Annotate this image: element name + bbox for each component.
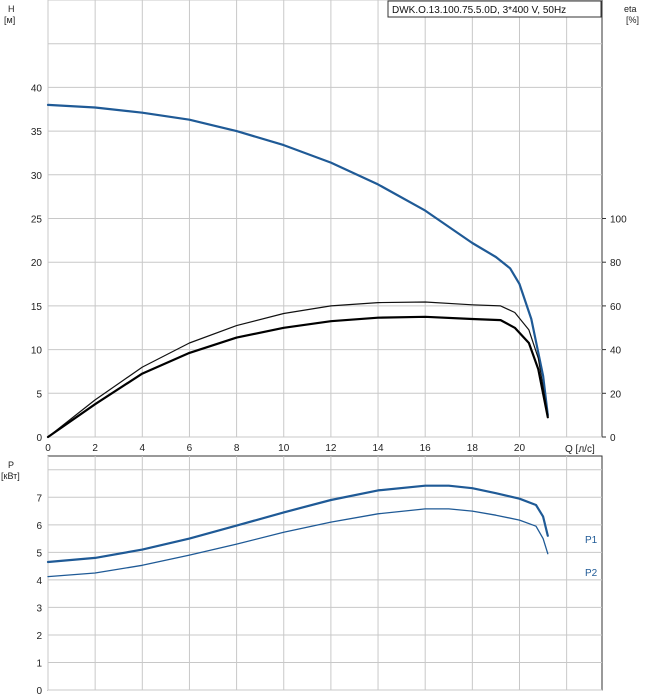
series-label-p1: P1 (585, 535, 598, 546)
y-tick-label: 40 (31, 83, 43, 94)
top-y2-ticks: 0 20 40 60 80 100 (602, 215, 627, 444)
power-tick-label: 7 (36, 493, 42, 504)
efficiency-curve-thin (47, 301, 549, 438)
y2-tick-label: 60 (610, 302, 622, 313)
power-tick-label: 6 (36, 521, 42, 532)
title-box (387, 0, 602, 18)
series-label-p2: P2 (585, 568, 598, 579)
x-tick-label: 18 (467, 443, 479, 454)
x-tick-label: 10 (278, 443, 290, 454)
top-grid (47, 0, 602, 438)
y2-axis-unit: [%] (626, 15, 639, 25)
x-tick-label: 6 (187, 443, 193, 454)
y2-tick-label: 40 (610, 346, 622, 357)
x-tick-label: 14 (372, 443, 384, 454)
chart-title: DWK.O.13.100.75.5.0D, 3*400 V, 50Hz (392, 5, 566, 16)
power-tick-label: 1 (36, 658, 42, 669)
power-curve-p2 (47, 508, 549, 578)
y-tick-label: 35 (31, 127, 43, 138)
top-x-ticks: 0 2 4 6 8 10 12 14 16 18 20 (45, 443, 525, 454)
power-tick-label: 3 (36, 603, 42, 614)
head-curve (46, 103, 549, 417)
y2-tick-label: 100 (610, 215, 627, 226)
power-tick-label: 0 (36, 686, 42, 697)
y-axis-unit: [м] (4, 15, 15, 25)
power-tick-label: 2 (36, 631, 42, 642)
power-tick-label: 5 (36, 548, 42, 559)
top-y-ticks: 0 5 10 15 20 25 30 35 40 (31, 83, 43, 444)
bottom-plot-frame (47, 455, 603, 691)
y-tick-label: 20 (31, 258, 43, 269)
head-efficiency-panel: 0 2 4 6 8 10 12 14 16 18 20 0 5 10 15 20 25 30 35 40 0 20 40… (4, 0, 639, 455)
y2-tick-label: 0 (610, 433, 616, 444)
y2-axis-label: eta (624, 4, 637, 14)
bottom-series (46, 484, 549, 578)
y2-tick-label: 20 (610, 389, 622, 400)
x-tick-label: 8 (234, 443, 240, 454)
power-axis-unit: [кВт] (1, 471, 20, 481)
x-axis-label: Q [л/с] (565, 444, 595, 455)
x-tick-label: 20 (514, 443, 526, 454)
y-tick-label: 10 (31, 346, 43, 357)
bottom-y-ticks: 0 1 2 3 4 5 6 7 (36, 493, 42, 697)
y-tick-label: 15 (31, 302, 43, 313)
x-tick-label: 0 (45, 443, 51, 454)
x-tick-label: 16 (420, 443, 432, 454)
efficiency-curve-bold (46, 315, 549, 439)
y-axis-label: H (8, 4, 15, 14)
top-series (46, 103, 549, 439)
x-tick-label: 4 (140, 443, 146, 454)
y-tick-label: 0 (36, 433, 42, 444)
y-tick-label: 5 (36, 389, 42, 400)
x-tick-label: 2 (92, 443, 98, 454)
y-tick-label: 30 (31, 171, 43, 182)
y2-tick-label: 80 (610, 258, 622, 269)
power-tick-label: 4 (36, 576, 42, 587)
power-curve-p1 (46, 484, 549, 564)
power-axis-label: P (8, 460, 14, 470)
y-tick-label: 25 (31, 215, 43, 226)
power-panel: 0 1 2 3 4 5 6 7 P [кВт] P1 P2 (1, 455, 603, 697)
x-tick-label: 12 (325, 443, 337, 454)
